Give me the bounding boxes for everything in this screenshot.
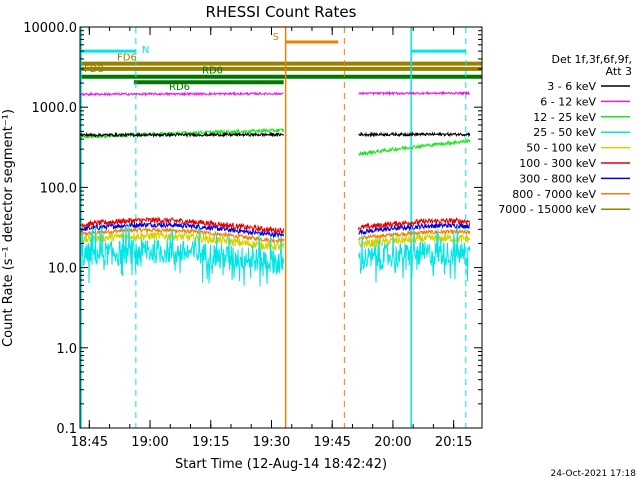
attenuator-label: FD6 bbox=[117, 53, 137, 64]
legend-entry-label: 7000 - 15000 keV bbox=[498, 203, 596, 216]
series-line bbox=[358, 222, 471, 236]
x-tick-label: 19:30 bbox=[253, 435, 290, 450]
night-label: N bbox=[142, 45, 149, 56]
y-tick-label: 1.0 bbox=[56, 342, 77, 357]
series-line bbox=[79, 90, 284, 98]
ticks-layer: 18:45 19:00 19:15 19:30 19:45 20:00 20:15 10000… bbox=[23, 21, 482, 450]
axes-layer bbox=[79, 26, 483, 429]
legend-entry-label: 25 - 50 keV bbox=[533, 126, 596, 139]
legend-header: Att 3 bbox=[606, 65, 632, 78]
series-line bbox=[79, 215, 285, 235]
y-tick-label: 100.0 bbox=[40, 181, 77, 196]
legend-entry-label: 100 - 300 keV bbox=[519, 157, 596, 170]
attenuator-label: RD0 bbox=[202, 66, 223, 77]
series-layer bbox=[79, 90, 471, 287]
series-line bbox=[358, 216, 471, 231]
y-tick-label: 10.0 bbox=[48, 262, 77, 277]
series-line bbox=[358, 90, 470, 97]
y-tick-label: 1000.0 bbox=[32, 101, 78, 116]
legend-entry-label: 12 - 25 keV bbox=[533, 111, 596, 124]
attenuator-label: RD6 bbox=[169, 82, 190, 93]
legend-entry-label: 3 - 6 keV bbox=[547, 80, 596, 93]
legend-entry-label: 6 - 12 keV bbox=[540, 95, 596, 108]
attenuator-label: FD8 bbox=[84, 64, 104, 75]
series-line bbox=[358, 224, 471, 283]
series-line bbox=[79, 230, 285, 251]
series-line bbox=[79, 226, 285, 245]
x-tick-label: 19:15 bbox=[192, 435, 229, 450]
chart-title: RHESSI Count Rates bbox=[206, 3, 357, 21]
legend: Det 1f,3f,6f,9f,Att 3 3 - 6 keV 6 - 12 keV… bbox=[498, 53, 632, 216]
legend-header: Det 1f,3f,6f,9f, bbox=[551, 53, 632, 66]
y-tick-label: 0.1 bbox=[56, 422, 77, 437]
x-axis-label: Start Time (12-Aug-14 18:42:42) bbox=[175, 457, 387, 472]
series-line bbox=[358, 131, 471, 138]
x-tick-label: 19:45 bbox=[313, 435, 350, 450]
series-line bbox=[79, 221, 285, 239]
series-line bbox=[79, 131, 285, 139]
legend-entry-label: 300 - 800 keV bbox=[519, 172, 596, 185]
annotation-layer: FD6 FD8 RD0 RD6 N S bbox=[80, 27, 482, 428]
series-line bbox=[79, 224, 285, 287]
series-line bbox=[358, 138, 471, 157]
saa-label: S bbox=[273, 32, 279, 43]
y-tick-label: 10000.0 bbox=[23, 21, 77, 36]
plot-frame bbox=[79, 26, 483, 429]
x-tick-label: 20:15 bbox=[435, 435, 472, 450]
legend-entry-label: 50 - 100 keV bbox=[526, 142, 596, 155]
footer-date: 24-Oct-2021 17:18 bbox=[551, 469, 637, 479]
legend-entry-label: 800 - 7000 keV bbox=[512, 188, 596, 201]
y-axis-label: Count Rate (s⁻¹ detector segment⁻¹) bbox=[1, 109, 16, 347]
x-tick-label: 20:00 bbox=[374, 435, 411, 450]
x-tick-label: 18:45 bbox=[71, 435, 108, 450]
x-tick-label: 19:00 bbox=[131, 435, 168, 450]
series-line bbox=[79, 127, 285, 140]
